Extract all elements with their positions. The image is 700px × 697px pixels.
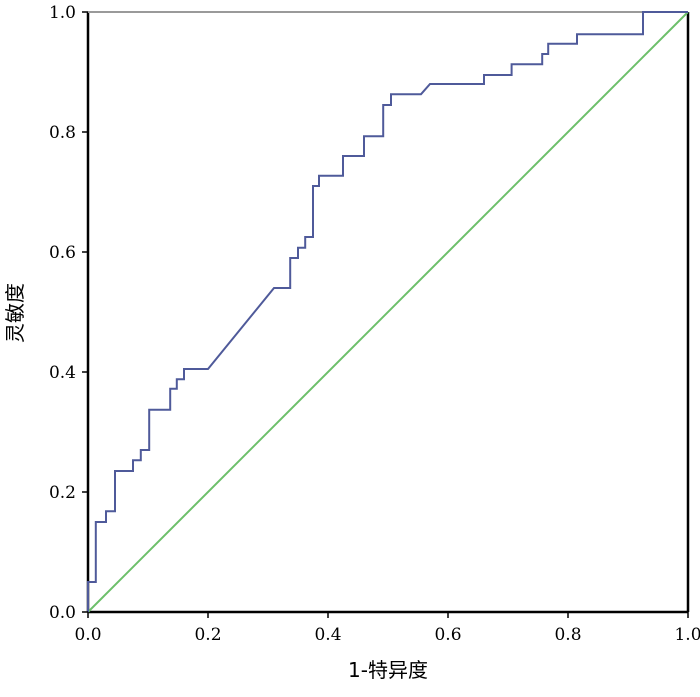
roc-curve-group bbox=[87, 11, 688, 612]
y-tick-label: 1.0 bbox=[49, 3, 76, 23]
x-tick-label: 0.2 bbox=[194, 625, 221, 645]
y-tick-label: 0.4 bbox=[49, 363, 76, 383]
x-tick-label: 0.4 bbox=[314, 625, 341, 645]
reference-line bbox=[87, 11, 689, 613]
y-tick-label: 0.6 bbox=[49, 243, 76, 263]
x-tick-label: 0.8 bbox=[554, 625, 581, 645]
x-tick-label: 0.6 bbox=[434, 625, 461, 645]
x-tick-label: 0.0 bbox=[74, 625, 101, 645]
x-tick-label: 1.0 bbox=[674, 625, 700, 645]
y-tick-label: 0.2 bbox=[49, 483, 76, 503]
reference-line-group bbox=[87, 11, 689, 613]
y-axis-ticks: 0.0 0.2 0.4 0.6 0.8 1.0 bbox=[49, 3, 88, 623]
x-axis-ticks: 0.0 0.2 0.4 0.6 0.8 1.0 bbox=[74, 612, 700, 645]
y-axis-title: 灵敏度 bbox=[3, 283, 27, 343]
y-tick-label: 0.8 bbox=[49, 123, 76, 143]
x-axis-title: 1-特异度 bbox=[348, 658, 428, 682]
y-tick-label: 0.0 bbox=[49, 603, 76, 623]
roc-curve bbox=[87, 11, 688, 612]
plot-frame bbox=[86, 11, 690, 614]
